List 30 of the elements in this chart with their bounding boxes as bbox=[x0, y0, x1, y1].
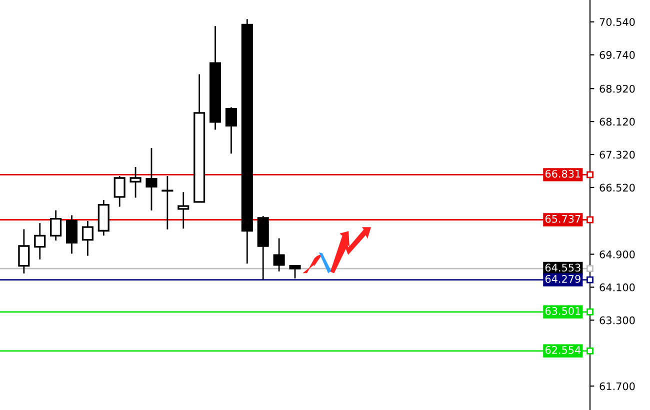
y-tick-label: 64.100 bbox=[600, 283, 635, 292]
y-tick-label: 67.320 bbox=[600, 150, 635, 159]
candlestick bbox=[18, 229, 30, 274]
candlestick bbox=[130, 167, 142, 198]
y-tick-label: 70.540 bbox=[600, 18, 635, 26]
ref-line-label: 64.553 bbox=[545, 264, 580, 272]
ref-line-label: 63.501 bbox=[545, 307, 580, 315]
y-tick-label: 69.740 bbox=[600, 51, 635, 59]
ref-line-label: 65.737 bbox=[545, 214, 580, 223]
candlestick bbox=[82, 220, 94, 256]
ref-line-label: 64.279 bbox=[545, 274, 580, 283]
y-tick-label: 63.300 bbox=[600, 316, 635, 324]
candlestick bbox=[66, 215, 78, 254]
y-tick-label: 66.520 bbox=[600, 184, 635, 192]
candlestick bbox=[178, 192, 190, 229]
candlestick bbox=[146, 148, 158, 210]
candlestick bbox=[162, 176, 174, 230]
ref-line-label: 62.554 bbox=[545, 346, 581, 354]
candlestick bbox=[289, 264, 301, 278]
candlestick bbox=[98, 200, 110, 236]
candlestick bbox=[50, 210, 62, 241]
ref-line-label: 66.831 bbox=[545, 170, 580, 178]
candlestick bbox=[241, 19, 253, 264]
candlestick bbox=[34, 223, 46, 260]
y-tick-label: 68.120 bbox=[600, 118, 635, 126]
y-tick-label: 64.900 bbox=[600, 250, 635, 258]
candlestick bbox=[209, 26, 222, 130]
y-tick-label: 61.700 bbox=[600, 382, 635, 390]
candlestick bbox=[194, 74, 206, 203]
y-tick-label: 68.920 bbox=[600, 84, 635, 93]
